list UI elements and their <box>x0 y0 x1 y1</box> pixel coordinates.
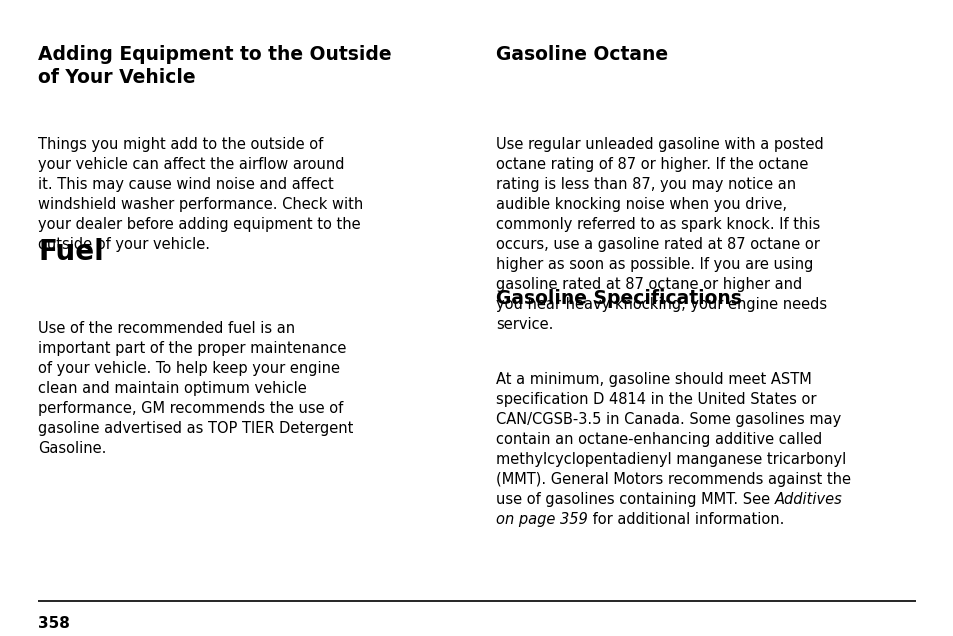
Text: service.: service. <box>496 317 553 332</box>
Text: audible knocking noise when you drive,: audible knocking noise when you drive, <box>496 197 786 212</box>
Text: Use regular unleaded gasoline with a posted: Use regular unleaded gasoline with a pos… <box>496 137 822 152</box>
Text: Fuel: Fuel <box>38 238 104 266</box>
Text: your vehicle can affect the airflow around: your vehicle can affect the airflow arou… <box>38 156 344 172</box>
Text: you hear heavy knocking, your engine needs: you hear heavy knocking, your engine nee… <box>496 297 826 312</box>
Text: methylcyclopentadienyl manganese tricarbonyl: methylcyclopentadienyl manganese tricarb… <box>496 452 845 467</box>
Text: of Your Vehicle: of Your Vehicle <box>38 68 195 87</box>
Text: your dealer before adding equipment to the: your dealer before adding equipment to t… <box>38 217 360 232</box>
Text: Gasoline.: Gasoline. <box>38 441 107 457</box>
Text: important part of the proper maintenance: important part of the proper maintenance <box>38 341 346 356</box>
Text: Gasoline Octane: Gasoline Octane <box>496 45 667 64</box>
Text: outside of your vehicle.: outside of your vehicle. <box>38 237 210 252</box>
Text: of your vehicle. To help keep your engine: of your vehicle. To help keep your engin… <box>38 361 340 377</box>
Text: commonly referred to as spark knock. If this: commonly referred to as spark knock. If … <box>496 217 820 232</box>
Text: 358: 358 <box>38 616 70 631</box>
Text: gasoline advertised as TOP TIER Detergent: gasoline advertised as TOP TIER Detergen… <box>38 421 354 436</box>
Text: octane rating of 87 or higher. If the octane: octane rating of 87 or higher. If the oc… <box>496 156 807 172</box>
Text: specification D 4814 in the United States or: specification D 4814 in the United State… <box>496 392 816 407</box>
Text: it. This may cause wind noise and affect: it. This may cause wind noise and affect <box>38 177 334 192</box>
Text: Things you might add to the outside of: Things you might add to the outside of <box>38 137 323 152</box>
Text: use of gasolines containing MMT. See: use of gasolines containing MMT. See <box>496 492 774 508</box>
Text: windshield washer performance. Check with: windshield washer performance. Check wit… <box>38 197 363 212</box>
Text: Adding Equipment to the Outside: Adding Equipment to the Outside <box>38 45 392 64</box>
Text: clean and maintain optimum vehicle: clean and maintain optimum vehicle <box>38 381 307 396</box>
Text: CAN/CGSB-3.5 in Canada. Some gasolines may: CAN/CGSB-3.5 in Canada. Some gasolines m… <box>496 412 841 427</box>
Text: Gasoline Specifications: Gasoline Specifications <box>496 289 741 308</box>
Text: on page 359: on page 359 <box>496 513 587 527</box>
Text: contain an octane-enhancing additive called: contain an octane-enhancing additive cal… <box>496 432 821 447</box>
Text: Use of the recommended fuel is an: Use of the recommended fuel is an <box>38 321 295 336</box>
Text: Additives: Additives <box>774 492 841 508</box>
Text: performance, GM recommends the use of: performance, GM recommends the use of <box>38 401 343 417</box>
Text: gasoline rated at 87 octane or higher and: gasoline rated at 87 octane or higher an… <box>496 277 801 292</box>
Text: for additional information.: for additional information. <box>587 513 783 527</box>
Text: At a minimum, gasoline should meet ASTM: At a minimum, gasoline should meet ASTM <box>496 372 811 387</box>
Text: higher as soon as possible. If you are using: higher as soon as possible. If you are u… <box>496 257 813 272</box>
Text: occurs, use a gasoline rated at 87 octane or: occurs, use a gasoline rated at 87 octan… <box>496 237 819 252</box>
Text: rating is less than 87, you may notice an: rating is less than 87, you may notice a… <box>496 177 796 192</box>
Text: (MMT). General Motors recommends against the: (MMT). General Motors recommends against… <box>496 472 850 487</box>
